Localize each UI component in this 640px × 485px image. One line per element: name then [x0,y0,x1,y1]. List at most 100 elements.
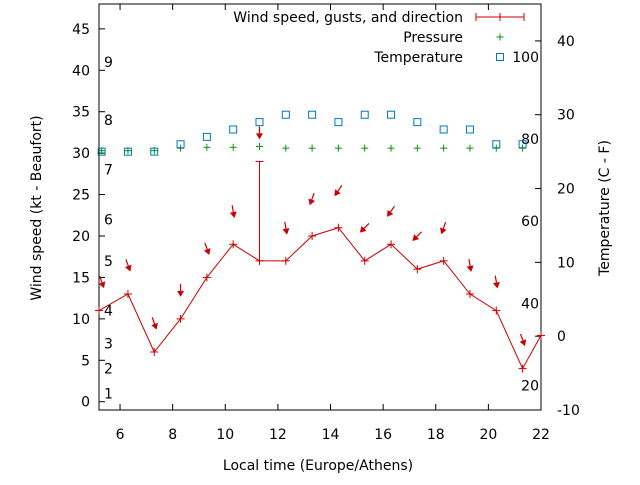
y-tick-label: 45 [72,22,90,38]
y-tick-label: 30 [72,146,90,162]
legend-label-wind: Wind speed, gusts, and direction [233,10,463,26]
wind-direction-arrow [493,275,500,289]
arrow-head [493,281,500,289]
beaufort-label: 9 [104,55,113,71]
wind-direction-arrow [229,205,237,219]
wind-direction-arrow [466,258,474,272]
wind-speed-point [439,256,448,265]
wind-speed-point [387,240,396,249]
x-tick-label: 22 [532,427,550,443]
arrow-head [255,133,263,140]
wind-speed-point [465,290,474,298]
pressure-point [466,144,474,152]
y2-tick-label: 10 [557,255,575,271]
wind-direction-arrow [151,317,158,330]
arrow-head [519,339,527,347]
wind-speed-point [229,240,238,249]
pressure-point [229,143,237,151]
wind-speed-point [492,306,501,315]
beaufort-label: 8 [104,113,113,129]
y-tick-label: 35 [72,105,90,121]
wind-direction-arrow [282,221,290,235]
wind-direction-arrow [519,333,527,347]
y2-tick-label: 20 [557,182,575,198]
y-tick-label: 20 [72,229,90,245]
arrow-head [334,189,341,197]
arrow-head [98,281,106,289]
wind-speed-point [518,364,527,373]
arrow-head [412,234,420,241]
pressure-point [255,143,263,151]
temperature-point [150,147,159,156]
y-tick-label: 5 [81,353,90,369]
x-tick-label: 20 [479,427,497,443]
wind-direction-arrow [440,221,447,235]
temperature-point [492,140,501,149]
wind-speed-point [150,348,159,356]
temperature-point [334,118,343,127]
y-tick-label: 40 [72,63,90,79]
fahrenheit-label: 20 [521,379,539,395]
arrow-head [177,290,185,297]
beaufort-label: 6 [104,212,113,228]
arrow-head [440,227,447,235]
temperature-point [202,132,211,141]
arrow-head [282,228,290,235]
wind-speed-point [537,331,545,340]
temperature-point [518,140,527,149]
x-tick-label: 10 [216,427,234,443]
legend: Wind speed, gusts, and direction Pressure… [233,10,525,66]
temperature-point [281,110,290,119]
wind-speed-point [413,265,422,274]
pressure-point [387,144,395,152]
x-tick-label: 18 [427,427,445,443]
temperature-point [360,110,369,119]
wind-speed-point [123,290,132,298]
arrow-head [229,211,237,219]
y2-axis-label: Temperature (C - F) [597,140,613,277]
wind-speed-point [334,223,343,232]
beaufort-label: 3 [104,337,113,353]
temperature-point [97,147,106,156]
pressure-point [361,144,369,152]
chart-marks [95,110,545,373]
x-tick-label: 14 [322,427,340,443]
x-tick-label: 6 [116,427,125,443]
temperature-point [465,125,474,134]
temperature-point [176,140,185,149]
wind-speed-point [95,306,103,315]
temperature-point [123,147,132,156]
wind-speed-point [308,232,317,240]
wind-speed-point [360,256,369,265]
legend-label-pressure: Pressure [403,30,463,46]
pressure-point [413,144,421,152]
temperature-point [387,110,396,119]
wind-direction-arrow [255,126,263,140]
wind-direction-arrow [387,205,395,217]
temperature-point [255,118,264,127]
y2-tick-label: -10 [557,403,580,419]
wind-direction-arrow [412,231,423,241]
wind-speed-line [98,227,542,370]
temperature-point [308,110,317,119]
arrow-head [203,248,211,256]
pressure-point [308,144,316,152]
x-tick-label: 12 [269,427,287,443]
wind-direction-arrow [177,283,185,297]
pressure-point [334,144,342,152]
y2-tick-label: 30 [557,108,575,124]
y-tick-label: 0 [81,395,90,411]
plot-area [98,3,542,411]
arrow-head [151,322,158,330]
y-tick-label: 15 [72,270,90,286]
wind-direction-arrow [359,223,370,233]
wind-direction-arrow [334,185,343,197]
wind-speed-point [202,273,211,282]
arrow-head [466,265,474,272]
axes: 6 8 10 12 14 16 18 20 22051015202530354045-10010… [72,4,580,443]
fahrenheit-label: 80 [521,132,539,148]
fahrenheit-label: 100 [512,50,539,66]
legend-label-temperature: Temperature [373,50,463,66]
beaufort-label: 4 [104,304,113,320]
